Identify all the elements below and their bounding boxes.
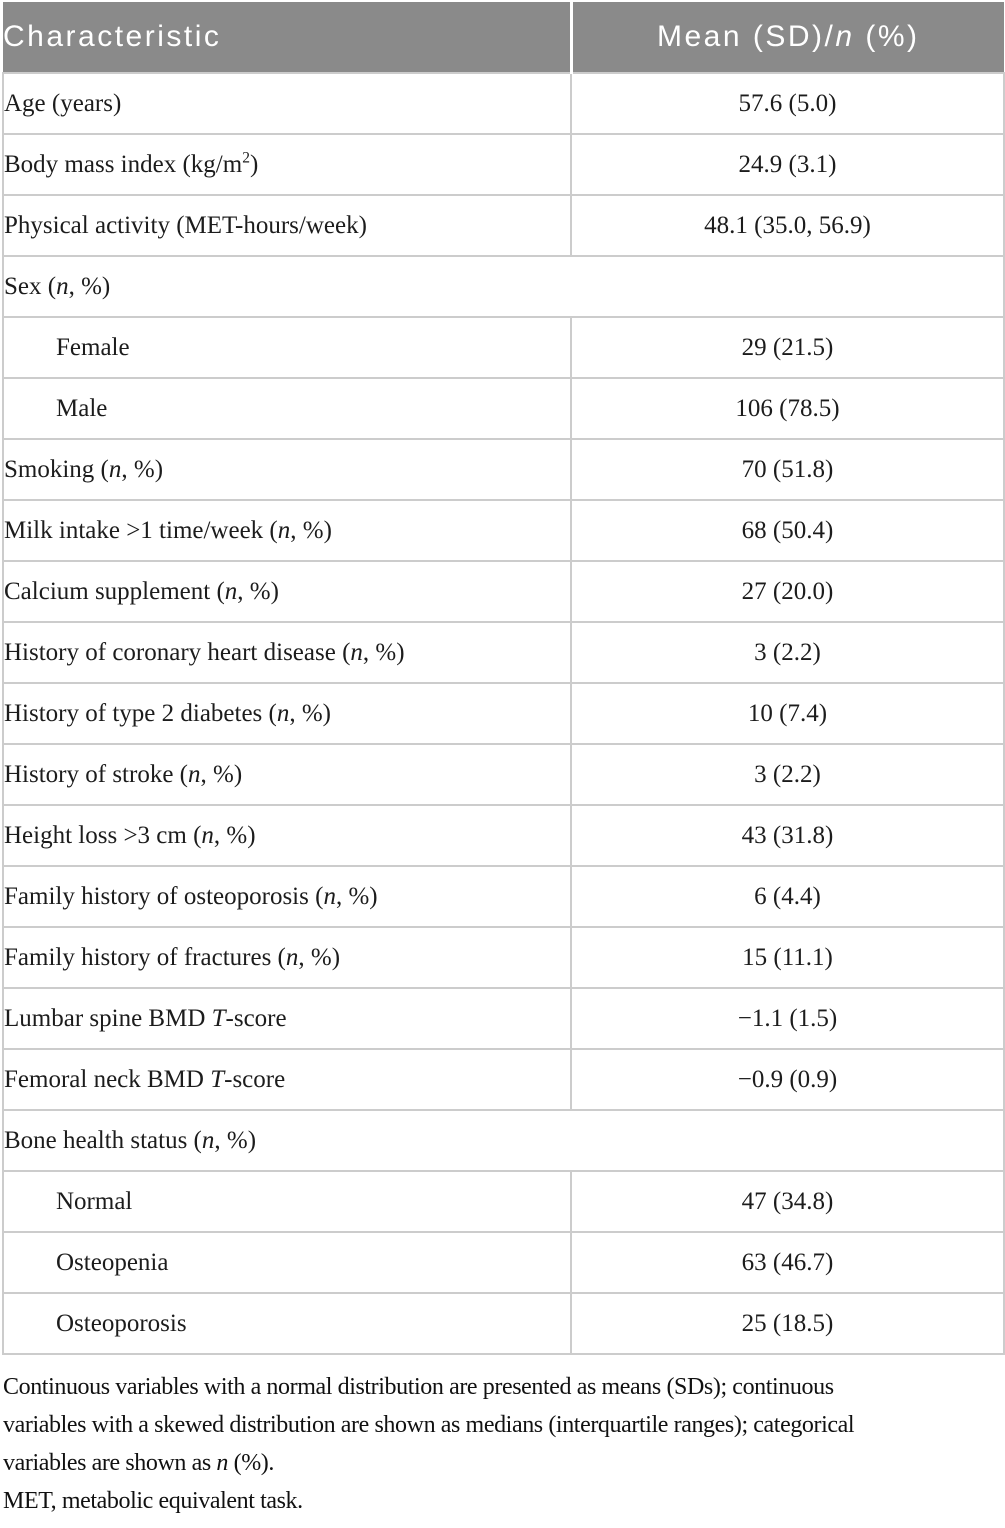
row-label: Body mass index (kg/m2) bbox=[2, 133, 572, 196]
table-row: History of stroke (n, %) 3 (2.2) bbox=[2, 743, 1005, 806]
row-value: 24.9 (3.1) bbox=[570, 133, 1005, 196]
header-cell-mean-sd: Mean (SD)/n (%) bbox=[569, 2, 1004, 73]
row-value: −1.1 (1.5) bbox=[570, 987, 1005, 1050]
row-label: Femoral neck BMD T-score bbox=[2, 1048, 572, 1111]
footnote-line: Continuous variables with a normal distr… bbox=[3, 1374, 834, 1400]
table-body: Age (years) 57.6 (5.0) Body mass index (kg… bbox=[2, 72, 1005, 1355]
footnote-line: variables are shown as n (%). bbox=[3, 1450, 274, 1476]
header-cell-characteristic: Characteristic bbox=[3, 2, 571, 73]
table-row: History of coronary heart disease (n, %)… bbox=[2, 621, 1005, 684]
row-value: 29 (21.5) bbox=[570, 316, 1005, 379]
row-label: Physical activity (MET-hours/week) bbox=[2, 194, 572, 257]
row-label: Calcium supplement (n, %) bbox=[2, 560, 572, 623]
row-label: History of stroke (n, %) bbox=[2, 743, 572, 806]
table-row: Physical activity (MET-hours/week) 48.1 (… bbox=[2, 194, 1005, 257]
row-value: 3 (2.2) bbox=[570, 621, 1005, 684]
table-row: Family history of osteoporosis (n, %) 6 (… bbox=[2, 865, 1005, 928]
table-row: Female 29 (21.5) bbox=[2, 316, 1005, 379]
row-label: Sex (n, %) bbox=[2, 255, 1005, 318]
characteristics-table: Characteristic Mean (SD)/n (%) Age (year… bbox=[2, 2, 1005, 1355]
table-row: Milk intake >1 time/week (n, %) 68 (50.4) bbox=[2, 499, 1005, 562]
table-row: Smoking (n, %) 70 (51.8) bbox=[2, 438, 1005, 501]
row-label: Female bbox=[2, 316, 572, 379]
table-row: Male 106 (78.5) bbox=[2, 377, 1005, 440]
table-row: Body mass index (kg/m2) 24.9 (3.1) bbox=[2, 133, 1005, 196]
row-value: 68 (50.4) bbox=[570, 499, 1005, 562]
row-label: History of coronary heart disease (n, %) bbox=[2, 621, 572, 684]
table-row: Calcium supplement (n, %) 27 (20.0) bbox=[2, 560, 1005, 623]
table-header: Characteristic Mean (SD)/n (%) bbox=[3, 2, 1004, 73]
row-label: Family history of fractures (n, %) bbox=[2, 926, 572, 989]
table-footnote: Continuous variables with a normal distr… bbox=[3, 1368, 1005, 1520]
table-row: Height loss >3 cm (n, %) 43 (31.8) bbox=[2, 804, 1005, 867]
row-value: 63 (46.7) bbox=[570, 1231, 1005, 1294]
table-row: Sex (n, %) bbox=[2, 255, 1005, 318]
table-row: Age (years) 57.6 (5.0) bbox=[2, 72, 1005, 135]
row-label: Male bbox=[2, 377, 572, 440]
row-value: 10 (7.4) bbox=[570, 682, 1005, 745]
row-value: 6 (4.4) bbox=[570, 865, 1005, 928]
row-label: History of type 2 diabetes (n, %) bbox=[2, 682, 572, 745]
table-row: Femoral neck BMD T-score −0.9 (0.9) bbox=[2, 1048, 1005, 1111]
table-row: History of type 2 diabetes (n, %) 10 (7.4… bbox=[2, 682, 1005, 745]
row-value: 25 (18.5) bbox=[570, 1292, 1005, 1355]
header-row: Characteristic Mean (SD)/n (%) bbox=[3, 2, 1004, 73]
row-label: Osteopenia bbox=[2, 1231, 572, 1294]
row-value: 106 (78.5) bbox=[570, 377, 1005, 440]
row-value: 3 (2.2) bbox=[570, 743, 1005, 806]
row-value: 15 (11.1) bbox=[570, 926, 1005, 989]
row-value: 47 (34.8) bbox=[570, 1170, 1005, 1233]
row-value: 27 (20.0) bbox=[570, 560, 1005, 623]
table-row: Bone health status (n, %) bbox=[2, 1109, 1005, 1172]
table-row: Normal 47 (34.8) bbox=[2, 1170, 1005, 1233]
row-label: Lumbar spine BMD T-score bbox=[2, 987, 572, 1050]
row-value: −0.9 (0.9) bbox=[570, 1048, 1005, 1111]
row-value: 43 (31.8) bbox=[570, 804, 1005, 867]
row-value: 48.1 (35.0, 56.9) bbox=[570, 194, 1005, 257]
row-label: Age (years) bbox=[2, 72, 572, 135]
table-row: Lumbar spine BMD T-score −1.1 (1.5) bbox=[2, 987, 1005, 1050]
footnote-line: variables with a skewed distribution are… bbox=[3, 1412, 855, 1438]
footnote-line: MET, metabolic equivalent task. bbox=[3, 1488, 303, 1514]
row-label: Height loss >3 cm (n, %) bbox=[2, 804, 572, 867]
row-value: 57.6 (5.0) bbox=[570, 72, 1005, 135]
row-label: Osteoporosis bbox=[2, 1292, 572, 1355]
table-row: Osteopenia 63 (46.7) bbox=[2, 1231, 1005, 1294]
row-value: 70 (51.8) bbox=[570, 438, 1005, 501]
table-row: Family history of fractures (n, %) 15 (11… bbox=[2, 926, 1005, 989]
row-label: Normal bbox=[2, 1170, 572, 1233]
row-label: Smoking (n, %) bbox=[2, 438, 572, 501]
table-row: Osteoporosis 25 (18.5) bbox=[2, 1292, 1005, 1355]
row-label: Family history of osteoporosis (n, %) bbox=[2, 865, 572, 928]
row-label: Milk intake >1 time/week (n, %) bbox=[2, 499, 572, 562]
row-label: Bone health status (n, %) bbox=[2, 1109, 1005, 1172]
